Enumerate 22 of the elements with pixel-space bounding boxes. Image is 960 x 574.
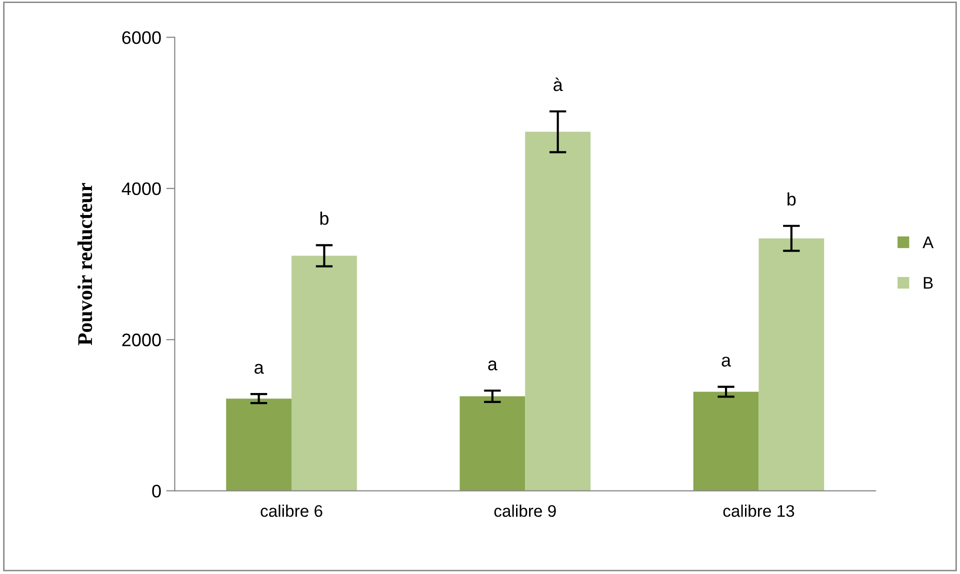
x-tick-label: calibre 9 (494, 504, 556, 517)
data-label: à (554, 78, 563, 92)
data-label: b (788, 192, 796, 206)
y-axis-title: Pouvoir reducteur (77, 182, 92, 346)
bar (693, 392, 759, 491)
bar (758, 238, 824, 491)
y-tick-label: 2000 (122, 334, 161, 346)
x-tick-label: calibre 13 (723, 504, 794, 517)
y-tick-label: 6000 (122, 31, 161, 44)
bar (226, 398, 292, 491)
y-tick-label: 4000 (122, 182, 161, 196)
data-label: b (320, 212, 328, 225)
data-label: a (254, 364, 264, 374)
data-label: a (488, 360, 498, 370)
bar (292, 256, 357, 491)
data-label: a (722, 356, 732, 367)
bar (460, 396, 526, 491)
legend-label: A (922, 236, 934, 248)
bar (525, 132, 591, 491)
x-tick-label: calibre 6 (260, 504, 322, 517)
legend-label: B (924, 277, 933, 289)
y-tick-label: 0 (152, 484, 161, 498)
